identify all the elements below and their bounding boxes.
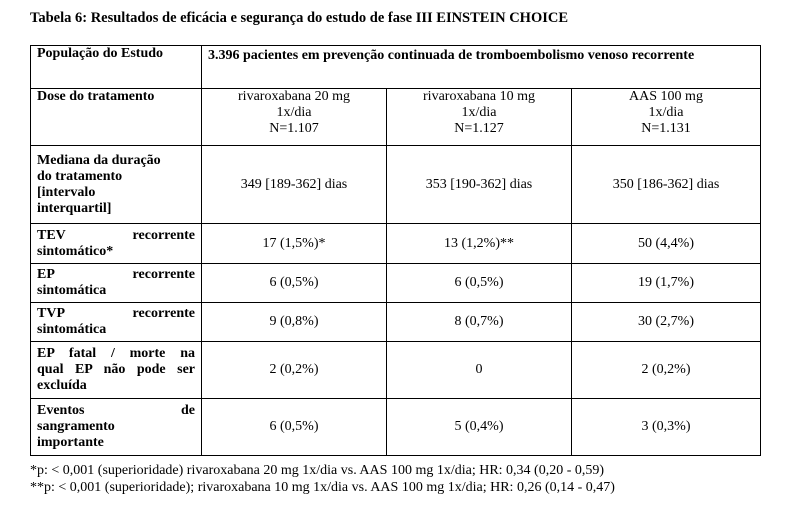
arm-frequency: 1x/dia [461, 105, 497, 120]
row-label: Eventos de sangramento importante [30, 398, 202, 456]
arm-header-1: rivaroxabana 20 mg 1x/dia N=1.107 [201, 88, 387, 146]
table-cell: 9 (0,8%) [201, 302, 387, 342]
table-cell: 50 (4,4%) [570, 223, 762, 264]
footnotes: *p: < 0,001 (superioridade) rivaroxabana… [30, 462, 615, 496]
population-row: População do Estudo 3.396 pacientes em p… [30, 45, 762, 89]
table-cell: 8 (0,7%) [386, 302, 572, 342]
efficacy-safety-table: População do Estudo 3.396 pacientes em p… [30, 45, 762, 456]
row-label-line: sintomática [37, 283, 107, 298]
row-label-line: Mediana da duração [37, 152, 161, 168]
table-cell: 6 (0,5%) [201, 263, 387, 303]
row-label-line: qual EP não pode ser [37, 362, 195, 377]
table-cell: 2 (0,2%) [201, 341, 387, 399]
population-label: População do Estudo [30, 45, 202, 89]
row-label-line: EP recorrente [37, 267, 195, 282]
table-cell: 19 (1,7%) [570, 263, 762, 303]
footnote: *p: < 0,001 (superioridade) rivaroxabana… [30, 463, 605, 478]
table-cell: 30 (2,7%) [570, 302, 762, 342]
table-cell: 17 (1,5%)* [201, 223, 387, 264]
row-label-line: Eventos de [37, 403, 195, 418]
row-label-line: sangramento [37, 419, 115, 434]
dose-row: Dose do tratamento rivaroxabana 20 mg 1x… [30, 88, 762, 146]
table-cell: 3 (0,3%) [570, 398, 762, 456]
row-label-line: importante [37, 435, 104, 450]
table-row: Mediana da duração do tratamento [interv… [30, 145, 762, 224]
table-row: EP fatal / morte na qual EP não pode ser… [30, 341, 762, 399]
row-label: Mediana da duração do tratamento [interv… [30, 145, 202, 224]
footnote: **p: < 0,001 (superioridade); rivaroxaba… [30, 480, 615, 495]
arm-frequency: 1x/dia [276, 105, 312, 120]
table-cell: 13 (1,2%)** [386, 223, 572, 264]
row-label-line: TVP recorrente [37, 306, 195, 321]
dose-label: Dose do tratamento [30, 88, 202, 146]
row-label: TVP recorrente sintomática [30, 302, 202, 342]
row-label-line: do tratamento [37, 168, 123, 184]
row-label-line: interquartil] [37, 200, 112, 216]
arm-frequency: 1x/dia [648, 105, 684, 120]
row-label-line: [intervalo [37, 184, 96, 200]
table-cell: 5 (0,4%) [386, 398, 572, 456]
arm-drug: rivaroxabana 10 mg [423, 89, 535, 104]
table-row: EP recorrente sintomática 6 (0,5%) 6 (0,… [30, 263, 762, 303]
row-label: TEV recorrente sintomático* [30, 223, 202, 264]
table-cell: 350 [186-362] dias [570, 145, 762, 224]
row-label-line: EP fatal / morte na [37, 346, 195, 361]
row-label-line: sintomático* [37, 243, 114, 259]
table-cell: 6 (0,5%) [386, 263, 572, 303]
table-cell: 0 [386, 341, 572, 399]
table-cell: 349 [189-362] dias [201, 145, 387, 224]
population-value: 3.396 pacientes em prevenção continuada … [200, 45, 762, 89]
table-caption: Tabela 6: Resultados de eficácia e segur… [30, 10, 569, 26]
table-row: TEV recorrente sintomático* 17 (1,5%)* 1… [30, 223, 762, 264]
row-label-line: excluída [37, 378, 87, 393]
table-cell: 6 (0,5%) [201, 398, 387, 456]
row-label-line: TEV recorrente [37, 227, 195, 243]
arm-drug: rivaroxabana 20 mg [238, 89, 350, 104]
arm-n: N=1.107 [269, 121, 319, 136]
row-label-line: sintomática [37, 322, 107, 337]
arm-n: N=1.131 [641, 121, 691, 136]
row-label: EP fatal / morte na qual EP não pode ser… [30, 341, 202, 399]
arm-header-2: rivaroxabana 10 mg 1x/dia N=1.127 [386, 88, 572, 146]
table-cell: 2 (0,2%) [570, 341, 762, 399]
table-row: TVP recorrente sintomática 9 (0,8%) 8 (0… [30, 302, 762, 342]
arm-header-3: AAS 100 mg 1x/dia N=1.131 [570, 88, 762, 146]
row-label: EP recorrente sintomática [30, 263, 202, 303]
table-cell: 353 [190-362] dias [386, 145, 572, 224]
table-row: Eventos de sangramento importante 6 (0,5… [30, 398, 762, 456]
arm-n: N=1.127 [454, 121, 504, 136]
arm-drug: AAS 100 mg [629, 89, 703, 104]
